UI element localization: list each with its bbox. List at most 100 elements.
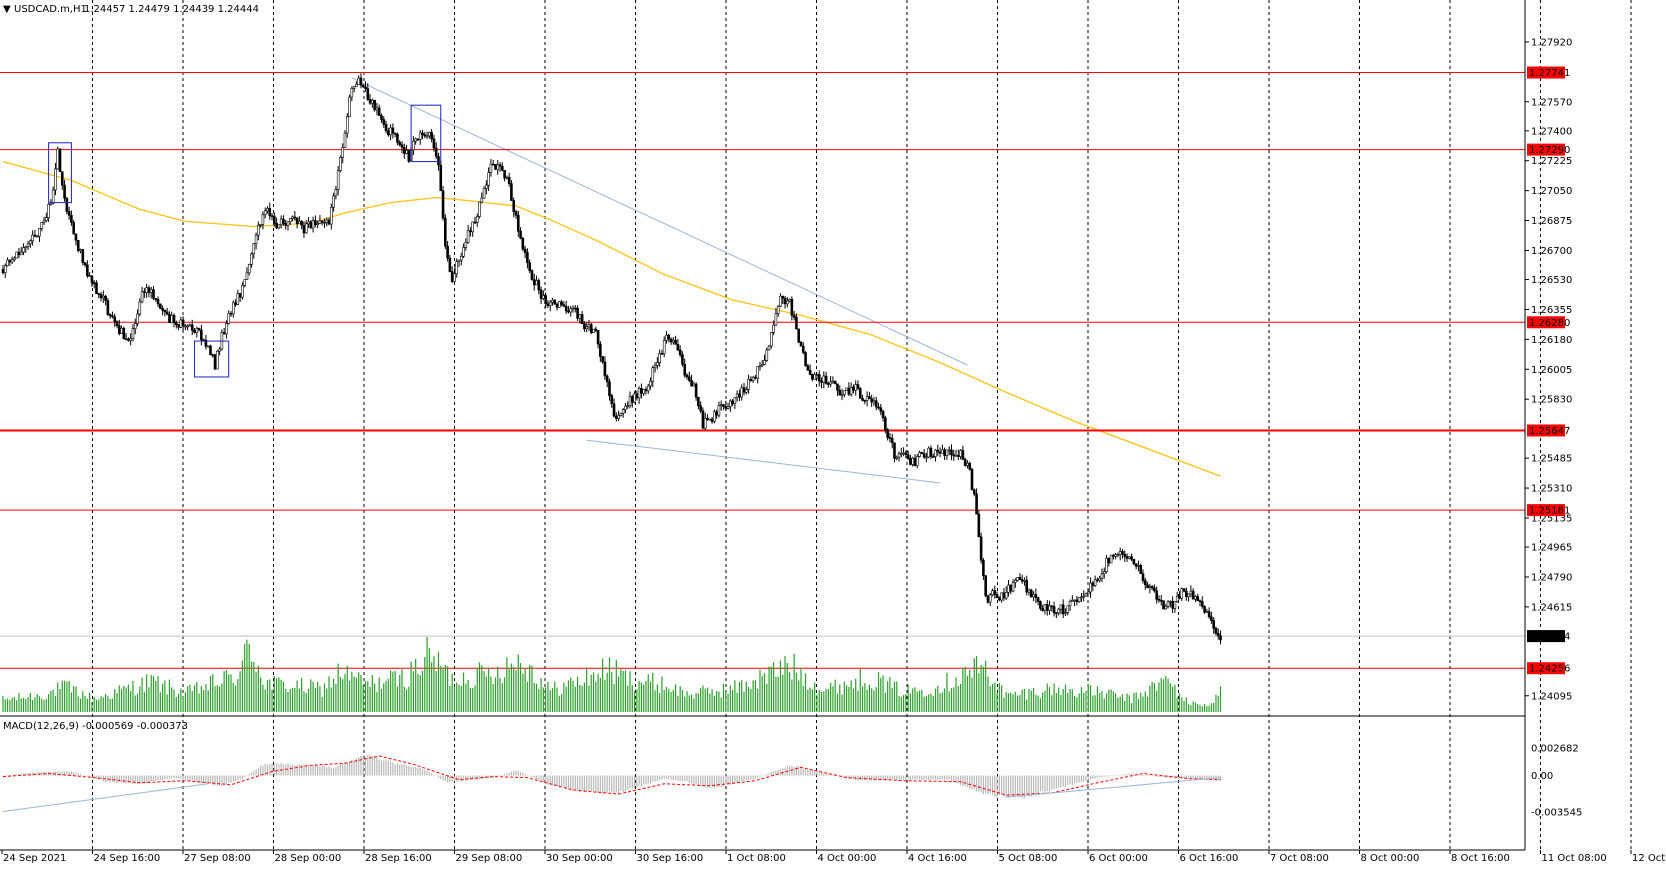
volume-bar (501, 683, 503, 712)
candle-body (1000, 592, 1003, 601)
candle-body (1219, 635, 1222, 641)
macd-hist-bar (722, 775, 725, 787)
volume-bar (61, 680, 63, 712)
candle-body (884, 417, 887, 430)
macd-hist-bar (276, 763, 278, 776)
candle-body (277, 224, 281, 229)
dropdown-icon[interactable]: ▼ (3, 4, 11, 15)
trendlines[interactable] (351, 77, 968, 484)
macd-hist-bar (1048, 775, 1051, 792)
macd-hist-bar (734, 775, 736, 785)
volume-bar (526, 681, 528, 712)
candle-body (407, 149, 411, 162)
trendline-2[interactable] (586, 439, 941, 484)
candle-body (156, 299, 160, 305)
macd-hist-bar (709, 775, 711, 788)
volume-bar (146, 674, 148, 712)
macd-hist-bar (725, 775, 727, 785)
candle-body (56, 148, 60, 170)
candle-body (544, 295, 547, 304)
volume-bar (893, 681, 896, 712)
candle-body (592, 328, 595, 334)
macd-hist-bar (515, 770, 517, 776)
macd-hist-bar (164, 775, 166, 779)
volume-bar (371, 675, 373, 712)
candle-body (90, 275, 94, 283)
macd-hist-bar (782, 768, 784, 776)
candle-body (81, 249, 85, 264)
volume-bar (1001, 685, 1003, 712)
macd-hist-bar (695, 775, 697, 784)
macd-hist-bar (255, 769, 257, 776)
candle-body (633, 393, 636, 403)
volume-bar (364, 681, 367, 712)
candle-body (1041, 608, 1044, 611)
candle-body (653, 365, 657, 368)
candle-body (742, 387, 746, 393)
candle-body (1210, 616, 1213, 621)
candle-body (1080, 596, 1083, 599)
volume-bar (558, 695, 560, 712)
marked-boxes[interactable] (48, 104, 442, 378)
volume-bar (488, 667, 490, 712)
volume-bar (861, 686, 864, 712)
candle-body (628, 396, 632, 407)
candle-body (934, 449, 937, 457)
candle-body (733, 397, 737, 405)
macd-hist-bar (590, 775, 592, 791)
macd-hist-bar (670, 775, 672, 780)
time-tick-label: 11 Oct 08:00 (1542, 853, 1607, 864)
macd-hist-bar (342, 764, 344, 776)
candle-body (660, 353, 664, 355)
candle-body (6, 259, 9, 267)
candle-body (1027, 589, 1031, 593)
volume-bar (433, 656, 435, 712)
macd-hist-bar (586, 775, 588, 793)
candle-body (683, 363, 687, 376)
volume-bar (143, 692, 145, 712)
volume-bar (1055, 692, 1057, 712)
volume-bar (246, 639, 248, 712)
candle-body (617, 415, 620, 419)
macd-hist-bar (914, 775, 916, 780)
candle-body (690, 380, 693, 387)
volume-bar (615, 659, 617, 712)
volume-bar (784, 656, 786, 712)
volume-bar (266, 680, 269, 712)
macd-hist-bar (392, 762, 394, 776)
macd-hist-bar (221, 775, 223, 786)
candle-body (469, 230, 472, 233)
macd-hist-bar (779, 768, 782, 776)
candle-body (954, 455, 958, 457)
candle-body (40, 222, 44, 229)
candle-body (24, 246, 28, 248)
trendline-1[interactable] (351, 77, 968, 366)
volume-bar (237, 679, 239, 712)
macd-trendline-2[interactable] (1006, 777, 1221, 798)
candle-body (446, 245, 449, 259)
macd-hist-bar (289, 764, 291, 776)
macd-hist-bar (1039, 775, 1041, 792)
candle-body (1185, 590, 1188, 598)
marked-box[interactable] (48, 142, 72, 204)
volume-bar (738, 681, 741, 712)
volume-bar (768, 666, 770, 712)
marked-box[interactable] (194, 340, 230, 378)
macd-hist-bar (193, 775, 196, 781)
candle-body (765, 349, 769, 361)
macd-hist-bar (752, 775, 754, 780)
macd-hist-bar (180, 775, 182, 779)
volume-bar (1007, 693, 1010, 712)
macd-hist-bar (750, 775, 752, 780)
macd-hist-bar (583, 775, 585, 793)
candle-body (65, 197, 69, 212)
horizontal-levels[interactable] (0, 72, 1525, 669)
candle-body (1084, 593, 1088, 597)
macd-hist-bar (189, 775, 191, 781)
volume-bar (1023, 688, 1026, 712)
marked-box[interactable] (410, 104, 442, 163)
macd-trendline-1[interactable] (2, 783, 209, 813)
volume-bar (1085, 691, 1087, 712)
